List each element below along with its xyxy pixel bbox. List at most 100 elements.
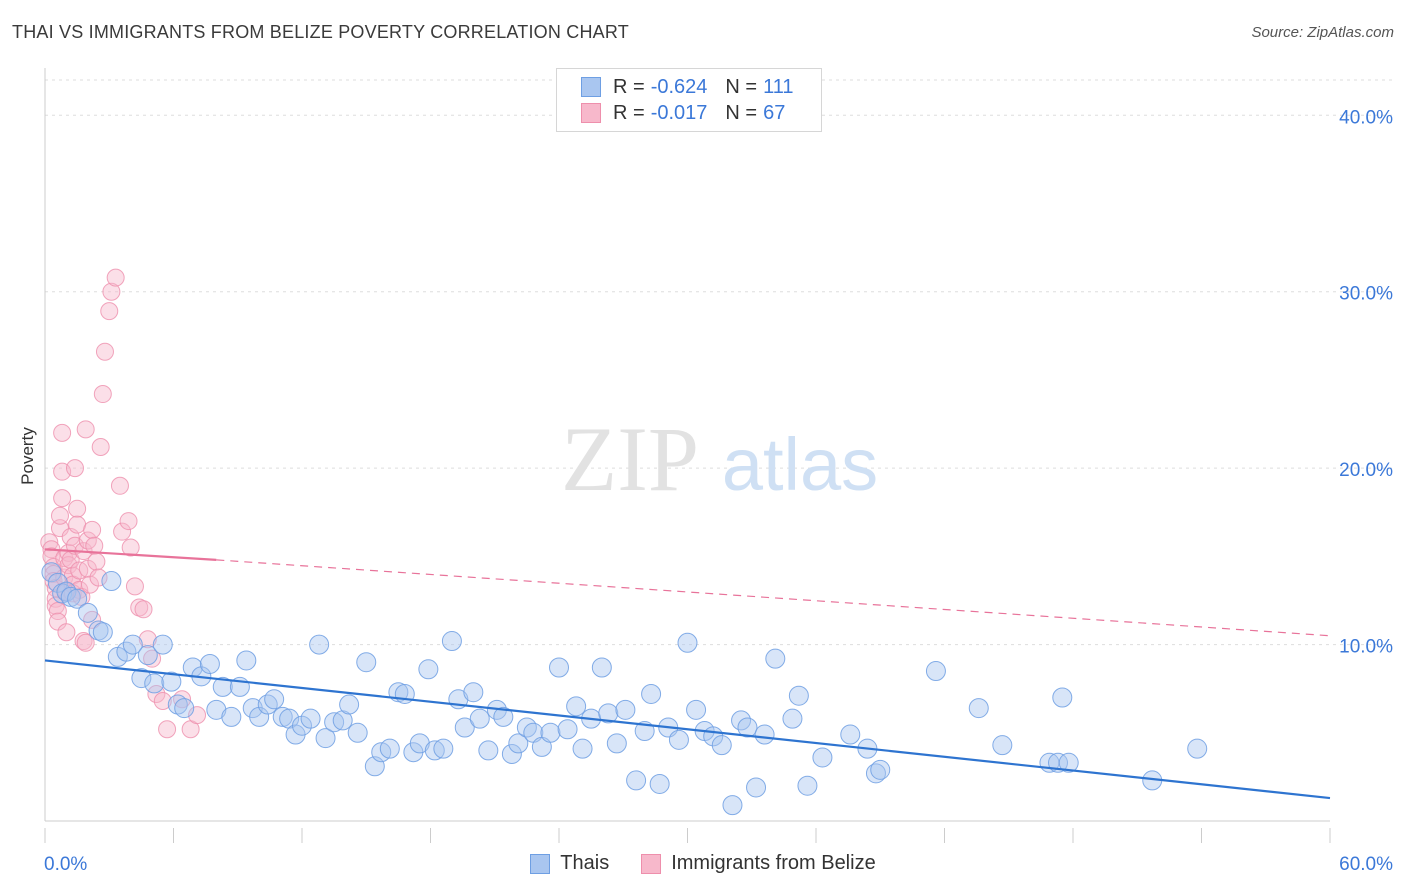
thais-point [92, 622, 113, 643]
thais-point [668, 729, 689, 750]
belize-point [40, 533, 59, 552]
belize-point [83, 520, 102, 539]
belize-point [89, 568, 108, 587]
stats-legend: R = -0.624 N = 111 R = -0.017 N = 67 [556, 68, 822, 132]
thais-point [765, 648, 786, 669]
thais-point [641, 683, 662, 704]
belize-point [153, 692, 172, 711]
thais-point [212, 676, 233, 697]
thais-point [737, 717, 758, 738]
thais-point [746, 777, 767, 798]
thais-point [199, 653, 220, 674]
r-label: R = [613, 75, 645, 98]
thais-point [606, 733, 627, 754]
watermark-zip: ZIP [561, 408, 699, 510]
x-tick-label: 0.0% [44, 854, 87, 875]
thais-point [840, 724, 861, 745]
thais-point [409, 733, 430, 754]
thais-point [257, 694, 278, 715]
r-label: R = [613, 101, 645, 124]
belize-point [100, 302, 119, 321]
watermark-atlas: atlas [722, 423, 878, 506]
trend-lines [44, 548, 1331, 800]
thais-point [161, 671, 182, 692]
thais-swatch [530, 853, 551, 874]
n-value: 67 [763, 101, 786, 124]
belize-trend-line-extended [216, 559, 1331, 637]
belize-point [143, 649, 162, 668]
thais-point [41, 562, 62, 583]
belize-point [48, 602, 67, 621]
thais-point [615, 699, 636, 720]
thais-point [315, 728, 336, 749]
thais-point [686, 699, 707, 720]
belize-point [119, 512, 138, 531]
thais-point [572, 738, 593, 759]
thais-point [1058, 752, 1079, 773]
belize-point [68, 499, 87, 518]
belize-point [113, 522, 132, 541]
thais-point [47, 572, 68, 593]
belize-point [147, 684, 166, 703]
thais-swatch [581, 77, 601, 97]
belize-point [65, 459, 84, 478]
belize-point [85, 536, 104, 555]
thais-point [540, 722, 561, 743]
thais-point [463, 682, 484, 703]
thais-point [782, 708, 803, 729]
belize-point [102, 282, 121, 301]
belize-point [95, 342, 114, 361]
n-value: 111 [763, 75, 794, 98]
belize-point [110, 476, 129, 495]
series-legend: Thais Immigrants from Belize [0, 852, 1406, 875]
belize-point [53, 489, 72, 508]
x-tick-label: 60.0% [1339, 854, 1393, 875]
belize-trend-line [44, 548, 217, 561]
thais-point [206, 699, 227, 720]
belize-point [50, 506, 69, 525]
thais-point [516, 717, 537, 738]
thais-point [549, 657, 569, 678]
thais-point [508, 733, 529, 754]
thais-point [379, 738, 400, 759]
thais-point [711, 735, 732, 756]
belize-point [57, 623, 76, 642]
y-tick-label: 10.0% [1339, 637, 1393, 658]
thais-point [122, 634, 143, 655]
thais-point [300, 708, 321, 729]
belize-point [68, 515, 87, 534]
legend-item-belize[interactable]: Immigrants from Belize [641, 852, 876, 875]
thais-point [272, 706, 293, 727]
chart-title: THAI VS IMMIGRANTS FROM BELIZE POVERTY C… [12, 22, 629, 42]
grid-lines [45, 79, 1395, 646]
thais-point [167, 694, 188, 715]
thais-point [137, 645, 158, 666]
thais-point [501, 743, 522, 764]
thais-point [557, 719, 578, 740]
n-label: N = [725, 101, 758, 124]
belize-swatch [581, 103, 601, 123]
axes [44, 68, 1331, 843]
thais-point [812, 747, 833, 768]
thais-point [722, 795, 743, 816]
thais-point [788, 685, 809, 706]
legend-item-thais[interactable]: Thais [530, 852, 609, 875]
thais-point [418, 659, 439, 680]
thais-point [309, 634, 330, 655]
series-belize-points [40, 268, 207, 739]
stats-legend-row-thais: R = -0.624 N = 111 [581, 75, 794, 99]
r-value: -0.624 [650, 75, 708, 98]
belize-point [53, 423, 72, 442]
belize-point [87, 552, 106, 571]
thais-point [356, 652, 377, 673]
belize-point [125, 577, 144, 596]
series-thais-points [41, 562, 1208, 816]
thais-point [797, 775, 818, 796]
belize-point [59, 543, 78, 562]
thais-point [870, 759, 891, 780]
axis-labels: 10.0% 20.0% 30.0% 40.0% 0.0% 60.0% Poverty [18, 107, 1393, 875]
thais-point [424, 740, 445, 761]
n-label: N = [725, 75, 758, 98]
stats-legend-row-belize: R = -0.017 N = 67 [581, 101, 785, 125]
thais-point [221, 706, 242, 727]
